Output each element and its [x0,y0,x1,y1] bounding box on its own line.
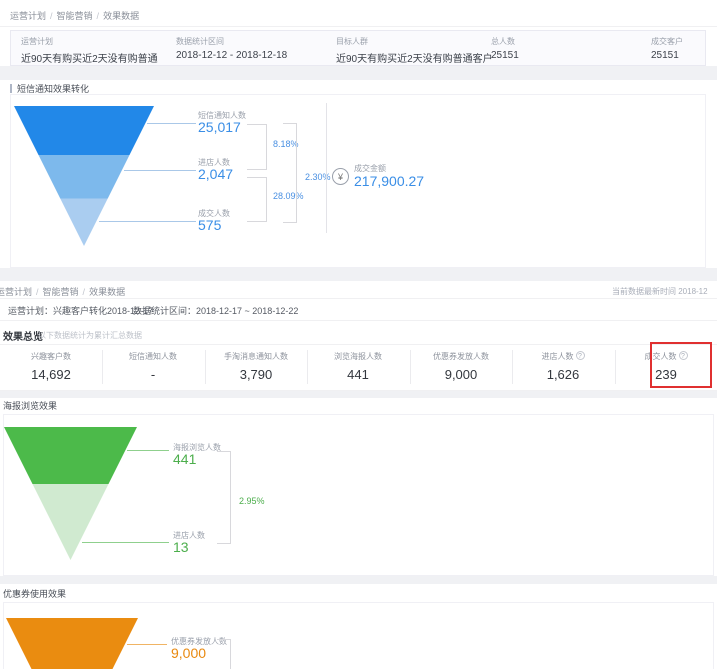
column-divider [615,350,616,384]
plan-summary-card: 运营计划 近90天有购买近2天没有购普通 数据统计区间 2018-12-12 -… [10,30,706,66]
amount-value: 217,900.27 [354,173,425,189]
highlight-box [650,342,712,388]
overall-rate-bracket [283,123,297,223]
step-rate: 28.09% [273,191,304,201]
sms-funnel-chart[interactable] [14,106,154,246]
poster-funnel-card: 海报浏览人数 441 进店人数 13 2.95% [3,414,714,576]
table-top-border [0,344,717,345]
coupon-funnel-card: 优惠券发放人数 9,000 [3,602,714,669]
step-rate: 8.18% [273,139,299,149]
title-bar-icon [10,84,12,93]
divider [0,320,717,321]
plan-info: 运营计划：兴趣客户转化2018-12-17 [8,306,154,316]
last-update-time: 当前数据最新时间 2018-12 [612,287,708,296]
section-gap [0,268,717,281]
divider [0,298,717,299]
breadcrumb: 运营计划 / 智能营销 / 效果数据 [10,9,139,22]
funnel-level-value: 575 [198,217,222,233]
summary-value: 25151 [651,50,679,61]
funnel-level-value: 441 [173,451,197,467]
leader-line [99,221,196,222]
leader-line [147,123,196,124]
leader-line [127,450,169,451]
breadcrumb-item-marketing[interactable]: 智能营销 [42,287,79,297]
divider [326,103,327,233]
leader-line [82,542,169,543]
leader-line [124,170,196,171]
help-icon[interactable]: ? [678,351,688,360]
table-bottom-border [0,390,717,391]
breadcrumb-separator: / [96,11,100,21]
breadcrumb-item-effect: 效果数据 [103,11,140,21]
rate-bracket [217,639,231,669]
breadcrumb-item-marketing[interactable]: 智能营销 [56,11,93,21]
breadcrumb-separator: / [82,287,86,297]
summary-label: 数据统计区间 [176,37,224,46]
overall-rate: 2.95% [239,496,265,506]
rate-bracket [247,177,267,222]
yen-icon: ¥ [332,168,349,185]
overview-title: 效果总览 [3,332,43,343]
summary-value: 近90天有购买近2天没有购普通客户 [336,54,493,65]
coupon-funnel-section-title: 优惠券使用效果 [3,589,67,599]
metric-poster-viewers: 浏览海报人数 441 [334,352,382,382]
funnel-level-value: 13 [173,539,189,555]
funnel-level-label: 进店人数 [173,531,205,540]
funnel-level-label: 短信通知人数 [198,111,246,120]
breadcrumb-separator: / [36,287,39,297]
column-divider [307,350,308,384]
summary-label: 运营计划 [21,37,53,46]
date-range-info: 数据统计区间：2018-12-17 ~ 2018-12-22 [133,306,299,316]
section-gap [0,66,717,80]
metric-coupons-issued: 优惠券发放人数 9,000 [433,352,489,382]
column-divider [102,350,103,384]
breadcrumb-item-plan[interactable]: 运营计划 [0,287,33,297]
summary-value: 25151 [491,50,519,61]
metric-store-visitors: 进店人数? 1,626 [512,351,614,382]
sms-funnel-card: 短信通知人数 25,017 进店人数 2,047 成交人数 575 8.18% … [10,94,706,268]
rate-bracket [247,124,267,170]
breadcrumb-separator: / [50,11,53,21]
column-divider [512,350,513,384]
funnel-level-label: 海报浏览人数 [173,443,221,452]
metric-app-message-notified: 手淘消息通知人数 3,790 [224,352,288,382]
breadcrumb: 运营计划 / 智能营销 / 效果数据 [0,285,125,298]
coupon-funnel-chart[interactable] [6,618,138,669]
rate-bracket [217,451,231,544]
overview-note: 以下数据统计为累计汇总数据 [38,331,142,340]
funnel-level-value: 9,000 [171,645,207,661]
funnel-level-label: 进店人数 [198,158,230,167]
overall-rate: 2.30% [303,172,333,182]
summary-label: 目标人群 [336,37,368,46]
summary-value: 2018-12-12 - 2018-12-18 [176,50,288,61]
breadcrumb-item-plan[interactable]: 运营计划 [10,11,47,21]
poster-funnel-chart[interactable] [4,427,137,560]
column-divider [205,350,206,384]
leader-line [127,644,167,645]
sms-funnel-section-title: 短信通知效果转化 [10,82,89,95]
metric-interest-customers: 兴趣客户数 14,692 [31,352,71,382]
metric-converted-customers: 成交人数? 239 [615,351,717,382]
metric-sms-notified: 短信通知人数 - [129,352,177,382]
section-gap [0,391,717,398]
help-icon[interactable]: ? [575,351,585,360]
funnel-level-label: 优惠券发放人数 [171,637,227,646]
poster-funnel-section-title: 海报浏览效果 [3,401,58,411]
funnel-level-value: 25,017 [198,119,241,135]
divider [0,26,717,27]
funnel-level-label: 成交人数 [198,209,230,218]
summary-label: 总人数 [491,37,515,46]
breadcrumb-item-effect: 效果数据 [89,287,126,297]
section-gap [0,576,717,584]
summary-label: 成交客户 [651,37,683,46]
summary-value: 近90天有购买近2天没有购普通 [21,54,158,65]
column-divider [410,350,411,384]
amount-label: 成交金额 [354,164,386,173]
funnel-level-value: 2,047 [198,166,234,182]
